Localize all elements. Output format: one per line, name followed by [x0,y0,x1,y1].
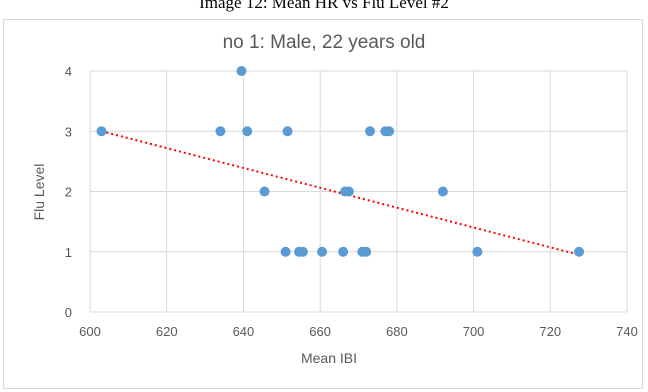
data-point [365,126,376,137]
scatter-chart: no 1: Male, 22 years old 600 620 640 660 680… [31,32,638,366]
data-point [574,246,585,257]
data-point [215,126,226,137]
data-point [437,186,448,197]
data-point [384,126,395,137]
x-tick-label: 620 [156,324,178,339]
chart-title: no 1: Male, 22 years old [223,32,426,53]
y-axis-ticks: 0 1 2 3 4 [65,64,72,320]
data-point [242,126,253,137]
x-tick-label: 660 [309,324,331,339]
x-tick-label: 680 [386,324,408,339]
data-point [259,186,270,197]
x-axis-ticks: 600 620 640 660 680 700 720 740 [79,324,638,339]
chart-area: no 1: Male, 22 years old 600 620 640 660 680… [3,19,643,389]
figure-caption: Image 12: Mean HR vs Flu Level #2 [199,0,449,12]
x-tick-label: 700 [463,324,485,339]
x-tick-label: 600 [79,324,101,339]
data-point [338,246,349,257]
data-point [236,66,247,76]
y-tick-label: 1 [65,245,72,260]
x-tick-label: 740 [616,324,638,339]
x-tick-label: 720 [539,324,561,339]
y-axis-title: Flu Level [31,164,47,221]
data-point [361,246,372,257]
data-point [96,126,107,137]
data-point [297,246,308,257]
y-tick-label: 3 [65,124,72,139]
data-points [96,66,585,257]
y-tick-label: 0 [65,305,72,320]
data-point [280,246,291,257]
x-tick-label: 640 [233,324,255,339]
data-point [317,246,328,257]
x-axis-title: Mean IBI [301,350,357,366]
trendline [101,130,580,256]
y-tick-label: 2 [65,185,72,200]
data-point [343,186,354,197]
data-point [282,126,293,137]
data-point [472,246,483,257]
y-tick-label: 4 [65,64,72,79]
gridlines [89,70,628,313]
